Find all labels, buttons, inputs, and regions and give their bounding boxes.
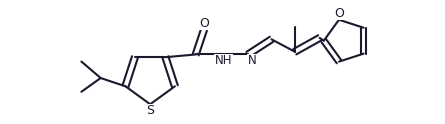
- Text: S: S: [146, 104, 154, 117]
- Text: O: O: [199, 17, 209, 30]
- Text: O: O: [334, 7, 344, 20]
- Text: N: N: [248, 54, 257, 67]
- Text: NH: NH: [214, 54, 232, 67]
